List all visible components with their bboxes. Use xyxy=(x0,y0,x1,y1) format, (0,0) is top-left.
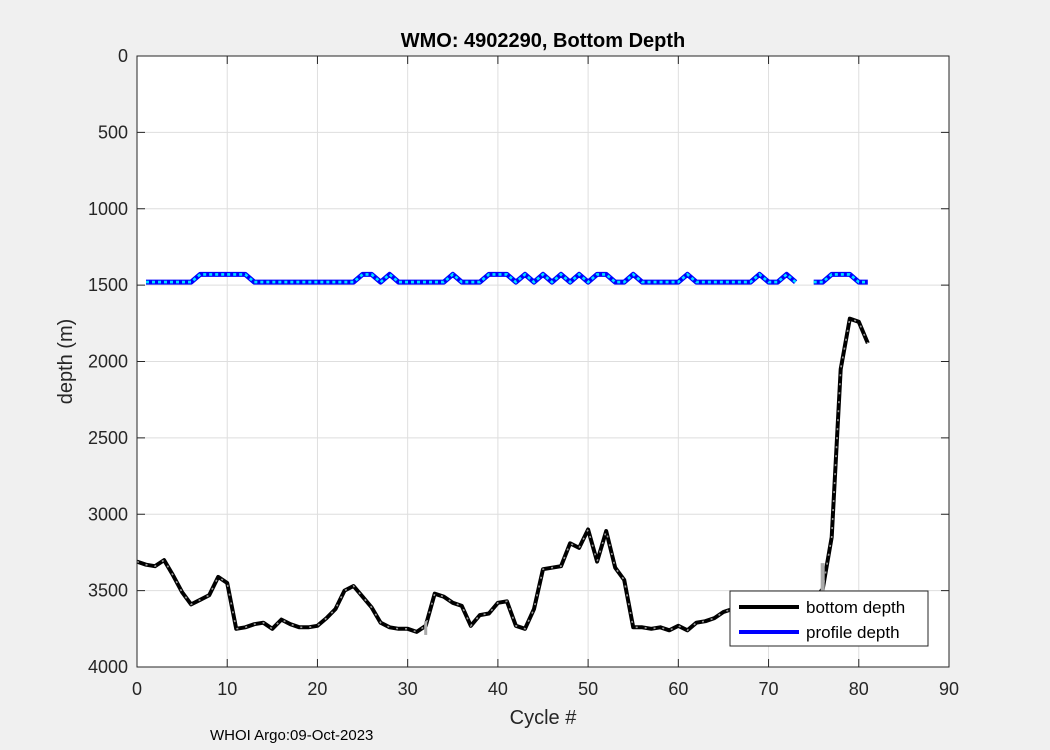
y-tick-label: 1000 xyxy=(88,199,128,219)
legend-label: bottom depth xyxy=(806,598,905,617)
x-tick-label: 80 xyxy=(849,679,869,699)
x-tick-label: 10 xyxy=(217,679,237,699)
y-tick-label: 2000 xyxy=(88,352,128,372)
x-tick-label: 30 xyxy=(398,679,418,699)
x-tick-label: 0 xyxy=(132,679,142,699)
x-tick-label: 40 xyxy=(488,679,508,699)
y-tick-label: 4000 xyxy=(88,657,128,677)
footer-credit: WHOI Argo:09-Oct-2023 xyxy=(210,727,374,744)
y-tick-label: 3500 xyxy=(88,581,128,601)
y-tick-label: 0 xyxy=(118,46,128,66)
x-tick-label: 60 xyxy=(668,679,688,699)
x-tick-label: 50 xyxy=(578,679,598,699)
y-tick-label: 3000 xyxy=(88,504,128,524)
legend-box xyxy=(729,590,929,647)
x-tick-label: 70 xyxy=(759,679,779,699)
y-tick-label: 500 xyxy=(98,122,128,142)
x-tick-label: 90 xyxy=(939,679,959,699)
y-tick-label: 2500 xyxy=(88,428,128,448)
y-axis-label: depth (m) xyxy=(55,319,77,405)
legend-label: profile depth xyxy=(806,623,900,642)
x-tick-label: 20 xyxy=(307,679,327,699)
y-tick-label: 1500 xyxy=(88,275,128,295)
series-overlay-profile-depth xyxy=(146,272,868,284)
chart-title: WMO: 4902290, Bottom Depth xyxy=(401,30,685,52)
x-axis-label: Cycle # xyxy=(510,707,578,729)
